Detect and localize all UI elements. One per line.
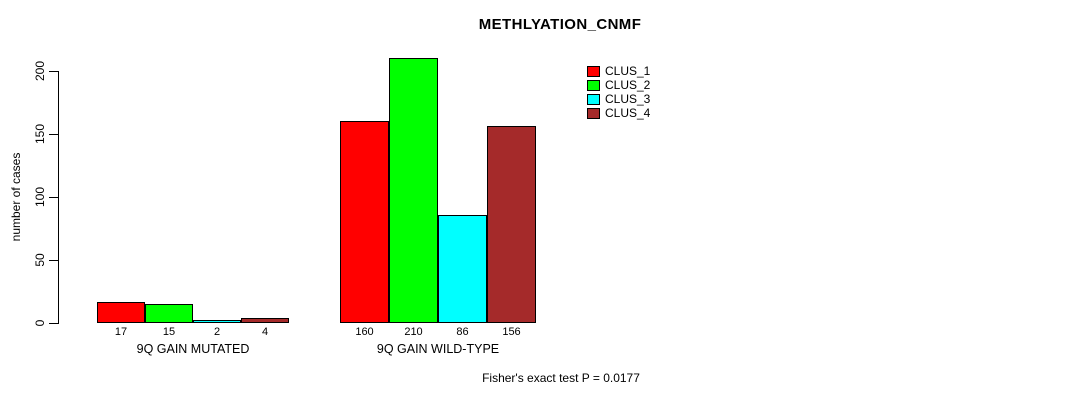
legend-swatch-clus_1	[587, 66, 600, 77]
legend-label-clus_3: CLUS_3	[605, 92, 651, 106]
legend-swatch-clus_2	[587, 80, 600, 91]
legend-label-clus_1: CLUS_1	[605, 64, 651, 78]
y-axis-tick-label: 100	[33, 186, 47, 208]
bar-value-label: 86	[456, 326, 469, 338]
bar-clus_2-1	[145, 304, 193, 323]
bar-clus_4-1	[241, 318, 289, 323]
bar-value-label: 4	[261, 326, 269, 338]
bar-value-label: 160	[355, 326, 374, 338]
bar-value-label: 17	[114, 326, 128, 338]
y-axis-label: number of cases	[9, 152, 23, 242]
legend-label-clus_2: CLUS_2	[605, 78, 651, 92]
bar-value-label: 2	[213, 326, 221, 338]
y-axis-tick-label: 50	[33, 253, 47, 267]
legend-swatch-clus_3	[587, 94, 600, 105]
y-axis-tick-label: 200	[33, 60, 47, 82]
bar-value-label: 156	[502, 326, 521, 338]
category-label: 9Q GAIN WILD-TYPE	[376, 342, 500, 356]
bar-clus_2-2	[389, 58, 438, 323]
bar-value-label: 15	[162, 326, 176, 338]
bar-clus_1-2	[340, 121, 389, 323]
bar-clus_1-1	[97, 302, 145, 323]
y-axis-tick	[49, 71, 58, 72]
bar-value-label: 210	[404, 326, 423, 338]
y-axis	[58, 71, 59, 324]
bar-clus_3-1	[193, 320, 241, 323]
bar-clus_4-2	[487, 126, 536, 323]
y-axis-tick-label: 150	[33, 123, 47, 145]
legend-label-clus_4: CLUS_4	[605, 106, 651, 120]
y-axis-tick-label: 0	[33, 319, 47, 327]
legend-swatch-clus_4	[587, 108, 600, 119]
fisher-test-annotation: Fisher's exact test P = 0.0177	[482, 371, 640, 385]
bar-clus_3-2	[438, 215, 487, 323]
category-label: 9Q GAIN MUTATED	[136, 342, 250, 356]
y-axis-tick	[49, 134, 58, 135]
y-axis-tick	[49, 197, 58, 198]
y-axis-tick	[49, 260, 58, 261]
chart-title: METHLYATION_CNMF	[478, 16, 642, 33]
y-axis-tick	[49, 323, 58, 324]
